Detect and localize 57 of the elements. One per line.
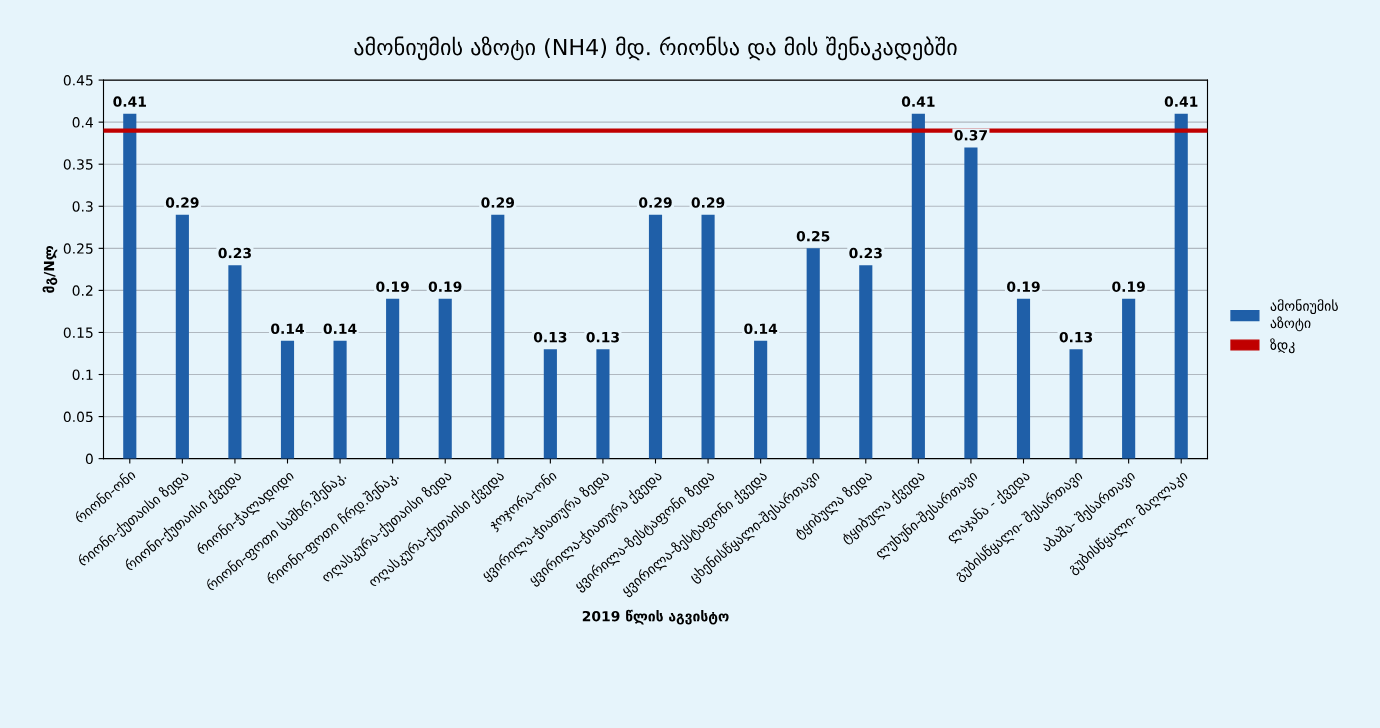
- x-axis-title: 2019 წლის აგვისტო: [582, 609, 729, 625]
- y-tick-label: 0.15: [63, 327, 93, 338]
- bar: [964, 147, 978, 459]
- bar: [333, 340, 347, 459]
- bar: [175, 214, 189, 459]
- data-label: 0.13: [586, 331, 619, 343]
- data-label: 0.19: [376, 281, 409, 292]
- data-label: 0.13: [1059, 331, 1093, 343]
- data-label: 0.19: [1007, 281, 1040, 292]
- bar: [911, 113, 925, 459]
- data-label: 0.23: [218, 247, 251, 259]
- legend-label: ამონიუმის აზოტი: [1270, 299, 1338, 332]
- data-label: 0.37: [954, 130, 987, 141]
- y-tick-label: 0.35: [63, 159, 93, 170]
- bar: [806, 248, 820, 459]
- y-tick-label: 0.45: [63, 75, 93, 86]
- bar: [280, 340, 295, 459]
- bar: [701, 214, 715, 459]
- data-label: 0.14: [323, 323, 357, 335]
- bar: [491, 214, 505, 459]
- bar: [648, 214, 663, 459]
- y-tick-label: 0.1: [72, 369, 93, 380]
- bar: [1122, 298, 1136, 459]
- bar: [123, 113, 137, 459]
- data-label: 0.14: [744, 323, 778, 335]
- y-tick-label: 0.3: [72, 201, 93, 212]
- data-label: 0.19: [428, 281, 462, 292]
- y-tick-label: 0: [85, 453, 93, 465]
- bar: [543, 349, 557, 459]
- bar: [228, 265, 242, 459]
- data-label: 0.29: [481, 197, 515, 208]
- bar: [754, 340, 768, 459]
- y-axis-title: მგ/Nლ: [42, 245, 58, 293]
- bar: [1016, 298, 1031, 459]
- legend-label: ზდკ: [1270, 338, 1295, 354]
- data-label: 0.29: [691, 197, 725, 208]
- data-label: 0.41: [113, 96, 146, 107]
- chart-title: ამონიუმის აზოტი (NH4) მდ. რიონსა და მის შენაკადებში: [354, 36, 957, 61]
- data-label: 0.23: [849, 247, 882, 259]
- data-label: 0.14: [271, 323, 304, 335]
- data-label: 0.29: [165, 197, 199, 208]
- data-label: 0.19: [1112, 281, 1145, 292]
- y-tick-label: 0.05: [63, 411, 93, 423]
- y-tick-label: 0.2: [72, 285, 93, 296]
- y-tick-label: 0.25: [63, 243, 93, 254]
- bar: [1069, 349, 1083, 459]
- bar: [386, 298, 400, 459]
- bar: [859, 265, 873, 459]
- bar: [596, 349, 610, 459]
- data-label: 0.29: [639, 197, 672, 208]
- data-label: 0.41: [901, 96, 935, 107]
- bar: [1174, 113, 1188, 459]
- y-tick-label: 0.4: [72, 117, 93, 128]
- data-label: 0.25: [796, 230, 830, 242]
- bar: [438, 298, 452, 459]
- data-label: 0.41: [1164, 96, 1198, 107]
- data-label: 0.13: [533, 331, 567, 343]
